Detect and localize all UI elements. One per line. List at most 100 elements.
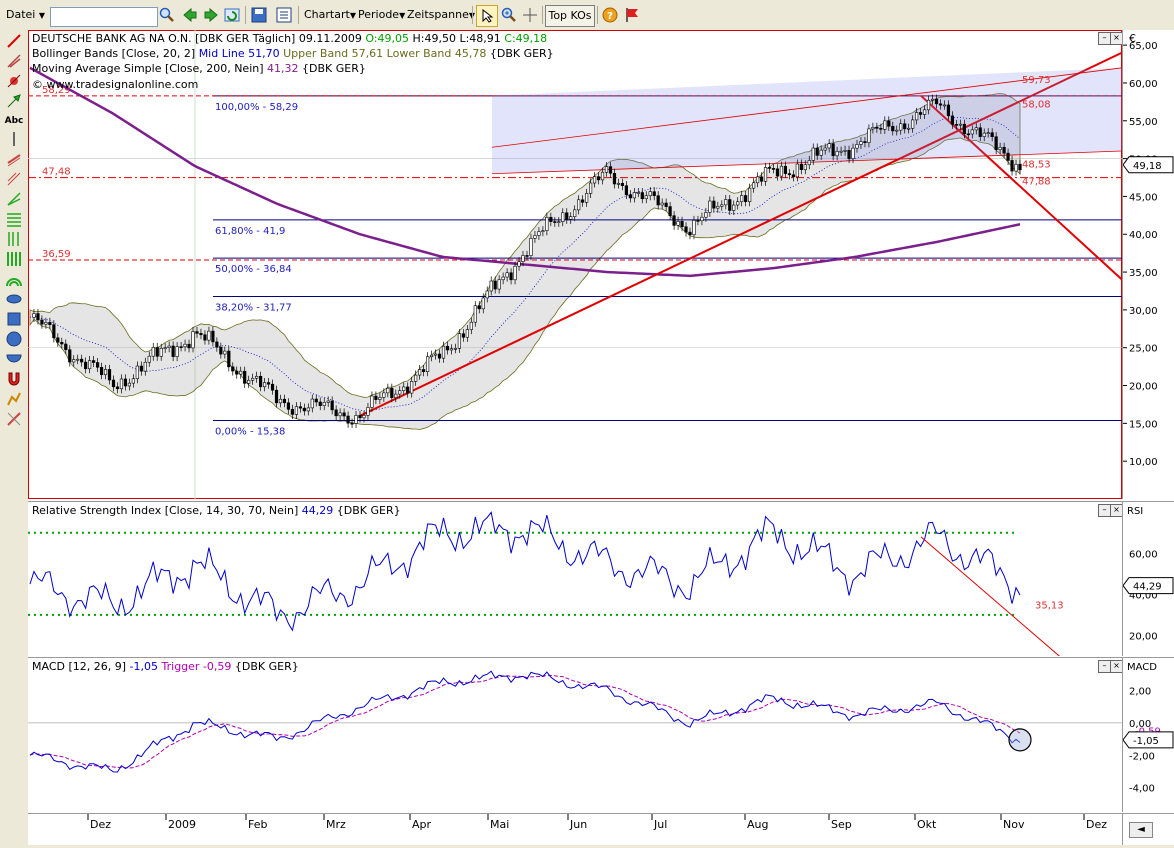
- current-price-label: 49,18: [1133, 161, 1162, 172]
- fibonacci-fan-tool-icon[interactable]: [4, 190, 24, 208]
- channel-tool-icon[interactable]: [4, 150, 24, 168]
- candle-body: [648, 191, 652, 197]
- refresh-icon[interactable]: [222, 5, 242, 25]
- arc-tool-icon[interactable]: [4, 350, 24, 368]
- candle-body: [60, 341, 64, 345]
- price-tick-label: 65,00: [1129, 41, 1158, 52]
- rsi-legend[interactable]: Relative Strength Index [Close, 14, 30, …: [32, 504, 401, 517]
- price-tick-label: 45,00: [1129, 192, 1158, 203]
- help-icon[interactable]: ?: [600, 5, 620, 25]
- candle-body: [815, 147, 819, 156]
- candle-body: [270, 383, 275, 391]
- candle-body: [266, 382, 271, 385]
- candle-body: [199, 333, 203, 336]
- pointer-tool-icon[interactable]: [476, 5, 498, 27]
- candle-body: [835, 151, 839, 157]
- candle-body: [497, 279, 501, 290]
- rsi-panel[interactable]: 35,13 Relative Strength Index [Close, 14…: [28, 501, 1123, 656]
- back-arrow-icon[interactable]: [180, 5, 200, 25]
- candle-body: [946, 104, 951, 117]
- save-icon[interactable]: [249, 5, 269, 25]
- candle-body: [56, 337, 60, 343]
- circle-tool-icon[interactable]: [4, 330, 24, 348]
- vertical-line-tool-icon[interactable]: [4, 130, 24, 148]
- fibonacci-levels-tool-icon[interactable]: [4, 210, 24, 228]
- text-tool-icon[interactable]: Abc: [4, 116, 24, 126]
- forward-arrow-icon[interactable]: [201, 5, 221, 25]
- macd-legend[interactable]: MACD [12, 26, 9] -1,05 Trigger -0,59 {DB…: [32, 660, 299, 673]
- candle-body: [608, 166, 613, 174]
- candle-body: [525, 255, 529, 257]
- candle-body: [394, 393, 398, 398]
- sma-legend[interactable]: Moving Average Simple [Close, 200, Nein]…: [32, 62, 366, 75]
- macd-chart[interactable]: [28, 658, 1122, 812]
- ray-tool-icon[interactable]: [4, 52, 24, 70]
- horizontal-line-label-0: 58,29: [42, 85, 71, 96]
- candle-body: [406, 386, 410, 394]
- flag-icon[interactable]: [622, 5, 642, 25]
- delete-drawings-tool-icon[interactable]: [4, 410, 24, 428]
- candle-body: [974, 127, 978, 131]
- candle-body: [942, 104, 947, 107]
- candle-body: [80, 358, 84, 363]
- candle-body: [231, 366, 235, 372]
- charttype-menu[interactable]: Chartart▼: [304, 8, 356, 21]
- search-icon[interactable]: [157, 5, 177, 25]
- price-tick-label: 60,00: [1129, 79, 1158, 90]
- rectangle-tool-icon[interactable]: [4, 310, 24, 328]
- rsi-name: Relative Strength Index [Close, 14, 30, …: [32, 504, 299, 517]
- price-annotation-0: 59,73: [1022, 75, 1051, 86]
- candle-body: [843, 150, 847, 152]
- properties-icon[interactable]: [274, 5, 294, 25]
- regression-tool-icon[interactable]: [4, 170, 24, 188]
- candle-body: [48, 322, 52, 325]
- candle-body: [986, 132, 990, 134]
- candle-body: [84, 361, 88, 370]
- line-tool-icon[interactable]: [4, 32, 24, 50]
- candle-body: [326, 400, 330, 403]
- ellipse-tool-icon[interactable]: [4, 290, 24, 308]
- candle-body: [294, 406, 298, 415]
- price-chart[interactable]: 100,00% - 58,29 61,80% - 41,9 50,00% - 36,…: [28, 30, 1122, 499]
- time-axis[interactable]: Dez 2009 Feb Mrz Apr Mai Jun Jul Aug Sep Okt Nov Dez: [28, 813, 1122, 845]
- zoom-icon[interactable]: [499, 5, 519, 25]
- cycle-lines-tool-icon[interactable]: [4, 250, 24, 268]
- top-kos-button[interactable]: Top KOs: [545, 5, 595, 27]
- candle-body: [441, 345, 446, 359]
- fibonacci-arc-tool-icon[interactable]: [4, 270, 24, 288]
- candle-body: [310, 398, 314, 409]
- rsi-chart[interactable]: 35,13: [28, 502, 1122, 656]
- candle-body: [418, 369, 422, 376]
- candle-body: [207, 330, 211, 341]
- candle-body: [791, 174, 795, 178]
- candle-body: [99, 366, 104, 376]
- candle-body: [334, 409, 338, 417]
- candle-body: [318, 401, 322, 406]
- search-input[interactable]: [50, 7, 158, 27]
- price-axis[interactable]: €65,0060,0055,0050,0045,0040,0035,0030,0…: [1122, 30, 1174, 499]
- candle-body: [680, 221, 684, 228]
- bollinger-legend[interactable]: Bollinger Bands [Close, 20, 2] Mid Line …: [32, 47, 554, 60]
- rsi-axis[interactable]: RSI 60,00 40,00 20,00 44,29: [1122, 501, 1174, 656]
- price-panel[interactable]: 100,00% - 58,29 61,80% - 41,9 50,00% - 36,…: [28, 30, 1123, 499]
- candle-body: [40, 319, 44, 325]
- crosshair-icon[interactable]: [520, 5, 540, 25]
- macd-panel[interactable]: MACD [12, 26, 9] -1,05 Trigger -0,59 {DB…: [28, 657, 1123, 812]
- candle-body: [143, 361, 147, 372]
- fibonacci-time-tool-icon[interactable]: [4, 230, 24, 248]
- fibonacci-label-0: 100,00% - 58,29: [215, 102, 298, 113]
- scroll-left-button[interactable]: ◄: [1129, 822, 1153, 838]
- magnet-tool-icon[interactable]: [4, 370, 24, 388]
- period-menu[interactable]: Periode▼: [358, 8, 406, 21]
- file-menu[interactable]: Datei ▼: [6, 8, 46, 21]
- candle-body: [748, 187, 752, 202]
- timespan-menu[interactable]: Zeitspanne▼: [407, 8, 475, 21]
- candle-body: [103, 369, 108, 376]
- marker-tool-icon[interactable]: [4, 72, 24, 90]
- candle-body: [775, 168, 780, 177]
- pattern-tool-icon[interactable]: [4, 390, 24, 408]
- candle-body: [720, 204, 724, 207]
- arrow-tool-icon[interactable]: [4, 92, 24, 110]
- series-date: 09.11.2009: [298, 32, 362, 45]
